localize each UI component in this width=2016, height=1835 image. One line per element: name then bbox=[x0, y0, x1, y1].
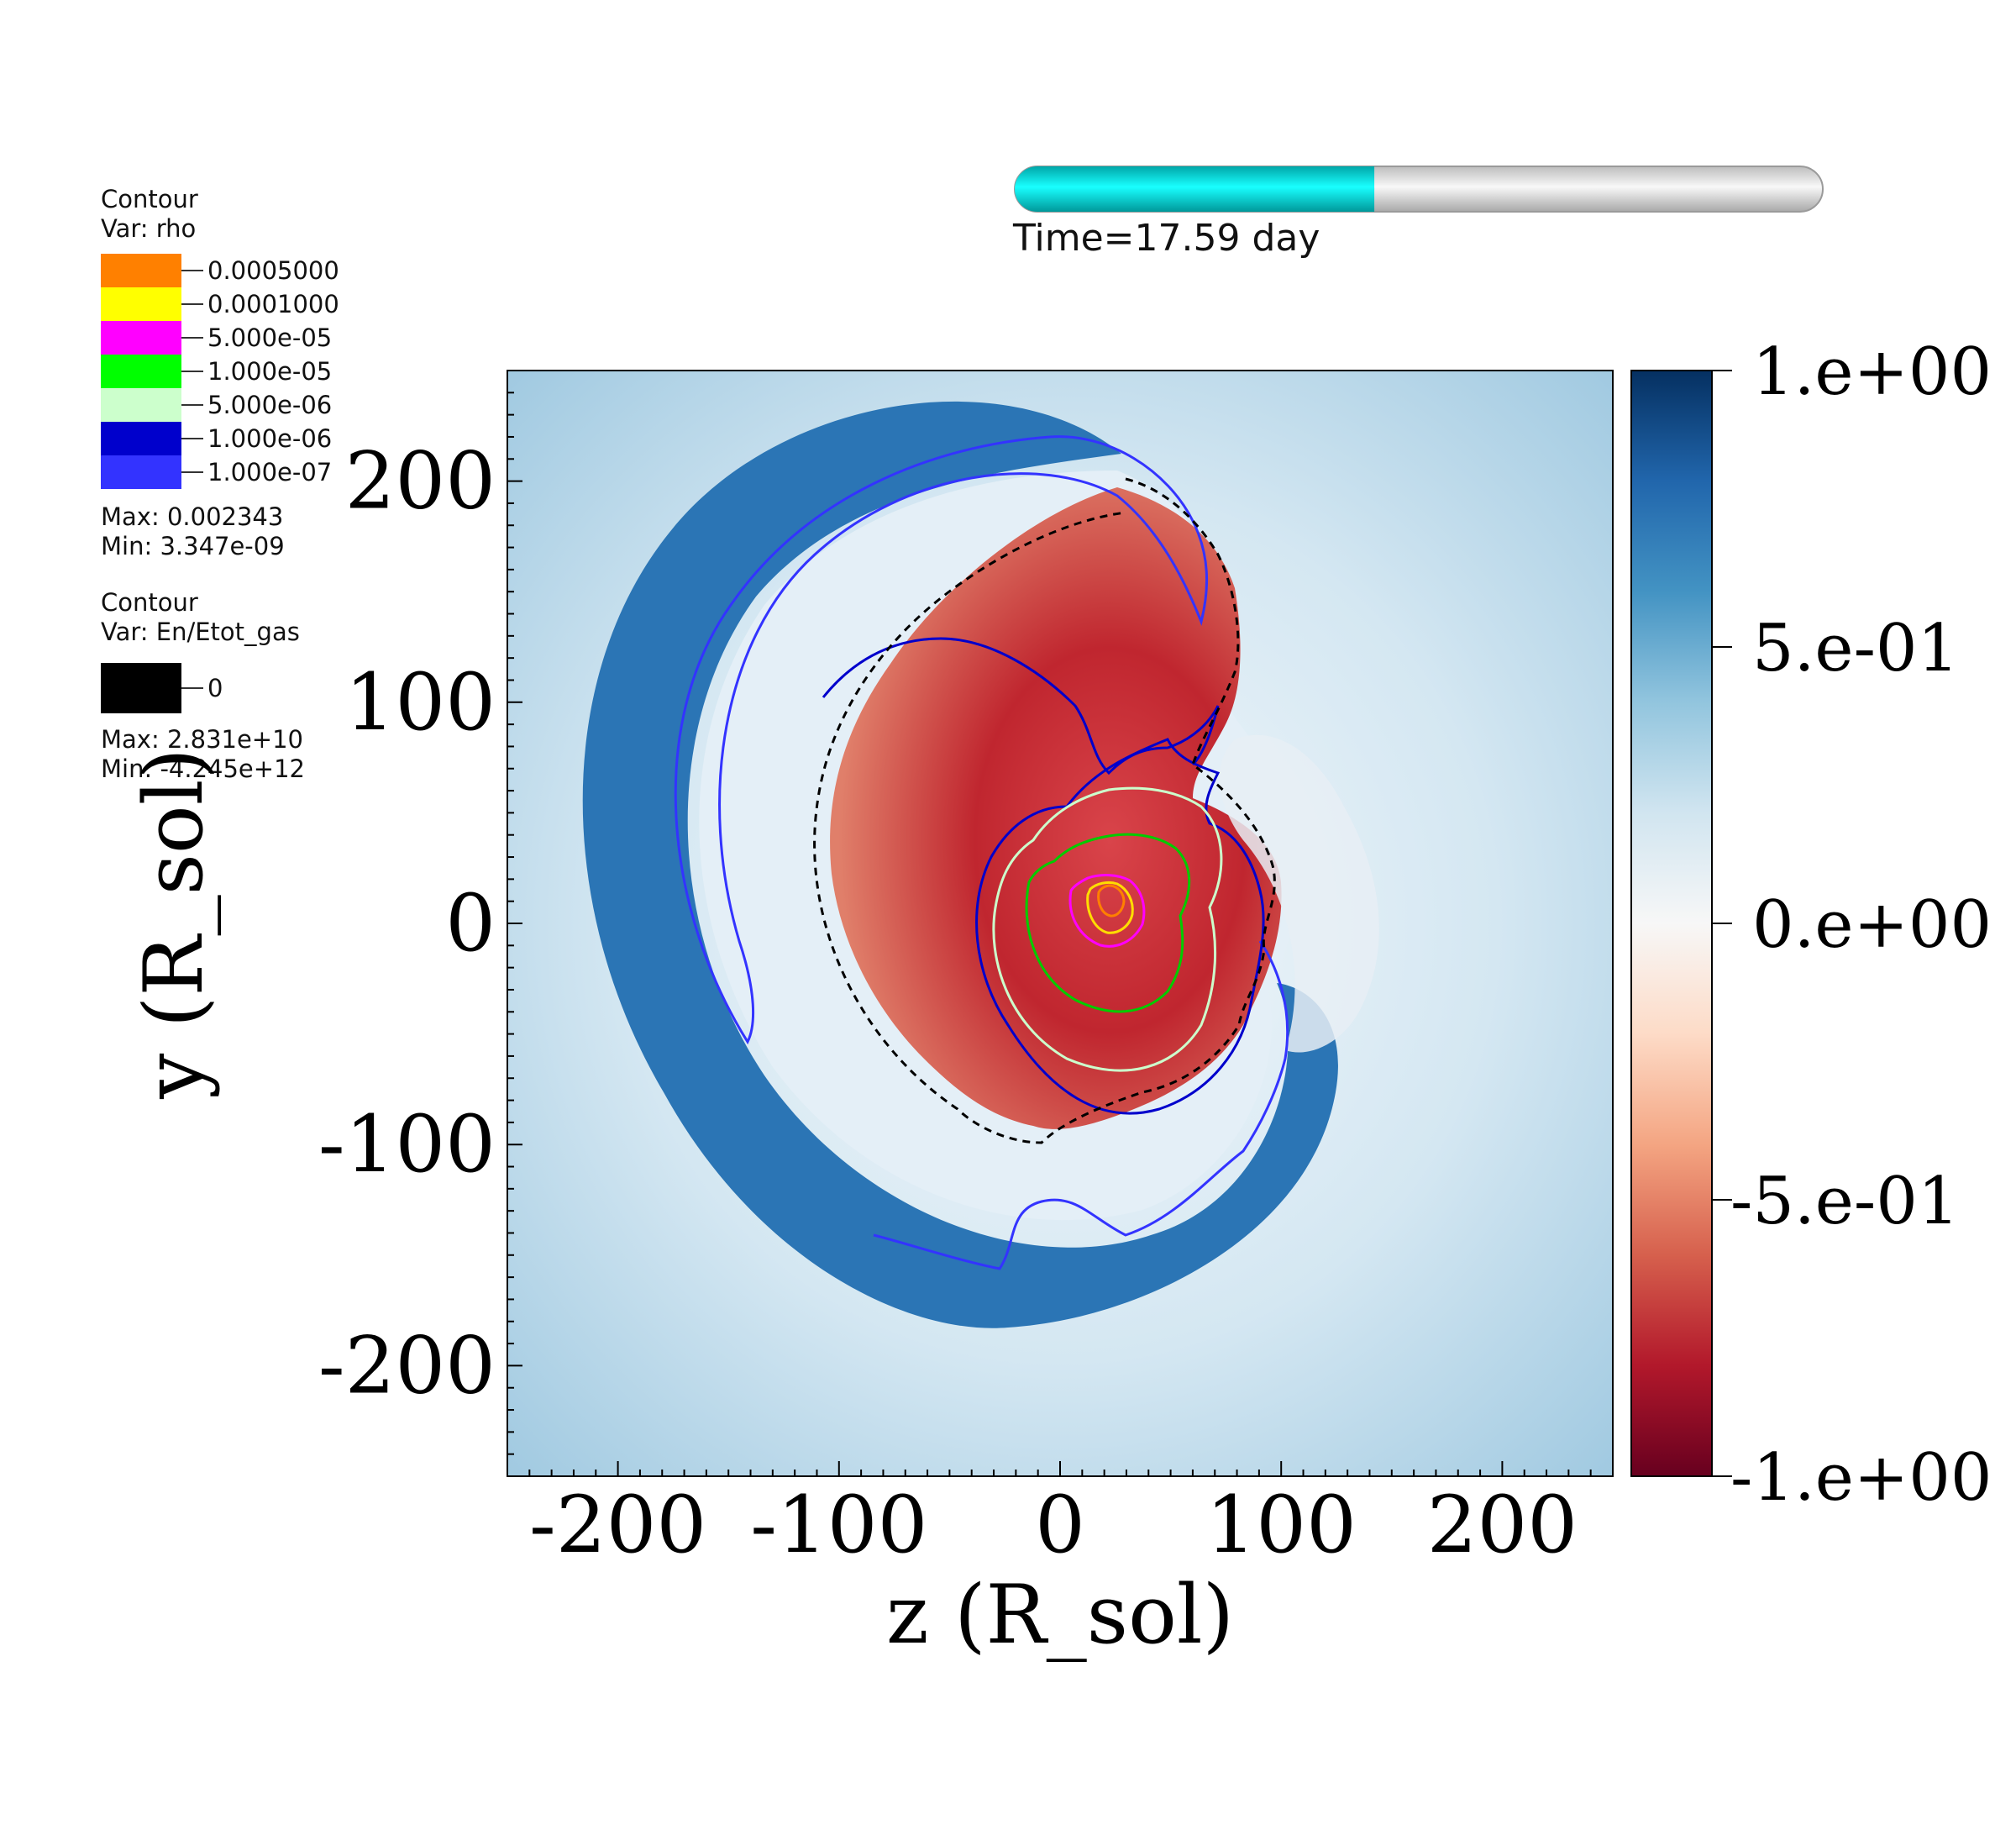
colorbar: 1.e+00 5.e-01 0.e+00 -5.e-01 -1.e+00 bbox=[1630, 334, 1992, 1516]
colorbar-tick-label: 0.e+00 bbox=[1752, 887, 1992, 963]
contour-rho-5e-04 bbox=[1097, 884, 1126, 918]
contour-rho-1e-04 bbox=[1086, 881, 1134, 934]
y-tick-label: -100 bbox=[318, 1099, 496, 1191]
legend-rho-level-swatch bbox=[101, 388, 181, 422]
contour-rho-1e-06 bbox=[975, 738, 1265, 1115]
time-bar-fill-edge bbox=[1037, 166, 1375, 212]
contour-rho-5e-06 bbox=[992, 786, 1223, 1072]
heatmap-plot bbox=[507, 371, 1613, 1476]
colorbar-tick-label: 1.e+00 bbox=[1752, 334, 1992, 410]
x-tick-label: 100 bbox=[1205, 1480, 1356, 1571]
legend-en-level-value: 0 bbox=[207, 674, 223, 702]
legend-rho-level-swatch bbox=[101, 287, 181, 321]
y-tick-label: 200 bbox=[345, 436, 496, 528]
legend-rho-level-value: 5.000e-06 bbox=[207, 391, 332, 419]
legend-en: Contour Var: En/Etot_gas 0 Max: 2.831e+1… bbox=[101, 588, 305, 783]
legend-en-max: Max: 2.831e+10 bbox=[101, 725, 303, 754]
axis-ticks bbox=[507, 370, 1614, 1477]
legend-rho-level-value: 1.000e-05 bbox=[207, 357, 332, 386]
legend-rho-min: Min: 3.347e-09 bbox=[101, 532, 285, 560]
contour-rho-1e-07-arc bbox=[873, 940, 1289, 1270]
contour-rho-5e-05 bbox=[1068, 874, 1146, 948]
legend-rho-var: Var: rho bbox=[101, 214, 196, 243]
legend-rho: Contour Var: rho 0.0005000 0.0001000 5.000… bbox=[101, 185, 339, 560]
legend-rho-level-swatch bbox=[101, 355, 181, 388]
y-tick-label: 0 bbox=[445, 878, 496, 970]
legend-rho-max: Max: 0.002343 bbox=[101, 502, 283, 531]
legend-rho-level-value: 5.000e-05 bbox=[207, 323, 332, 352]
cavity-right bbox=[1219, 734, 1379, 1053]
axis-tick-labels: -200 -100 0 100 200 200 100 0 -100 -200 bbox=[318, 436, 1578, 1571]
legend-rho-level-swatch bbox=[101, 455, 181, 489]
legend-rho-title: Contour bbox=[101, 185, 198, 213]
contour-rho-1e-07-outer bbox=[674, 435, 1209, 1045]
legend-rho-level-value: 1.000e-07 bbox=[207, 458, 332, 486]
legend-rho-level-value: 0.0001000 bbox=[207, 290, 339, 318]
contour-rho-1e-06-upper bbox=[822, 637, 1220, 776]
time-progress-bar bbox=[1014, 166, 1824, 213]
x-tick-label: 200 bbox=[1427, 1480, 1578, 1571]
y-tick-label: 100 bbox=[345, 657, 496, 749]
legend-rho-level-swatch bbox=[101, 321, 181, 355]
x-tick-label: -200 bbox=[529, 1480, 706, 1571]
legend-rho-level-swatch bbox=[101, 254, 181, 287]
y-tick-label: -200 bbox=[318, 1320, 496, 1412]
x-axis-title: z (R_sol) bbox=[886, 1568, 1234, 1662]
contour-rho-1e-05 bbox=[1025, 833, 1191, 1013]
legend-en-min: Min: -4.245e+12 bbox=[101, 755, 305, 783]
legend-en-var: Var: En/Etot_gas bbox=[101, 618, 300, 646]
legend-en-title: Contour bbox=[101, 588, 198, 617]
legend-rho-level-swatch bbox=[101, 422, 181, 455]
colorbar-gradient bbox=[1630, 370, 1713, 1477]
colorbar-tick-label: -1.e+00 bbox=[1730, 1440, 1992, 1516]
colorbar-tick-label: -5.e-01 bbox=[1730, 1164, 1960, 1239]
contour-en-zero bbox=[813, 477, 1276, 1144]
legend-en-level-swatch bbox=[101, 663, 181, 713]
time-label: Time=17.59 day bbox=[1012, 217, 1320, 260]
y-axis-title: y (R_sol) bbox=[127, 748, 221, 1100]
legend-rho-level-value: 1.000e-06 bbox=[207, 424, 332, 453]
outer-spiral-shell bbox=[582, 401, 1338, 1328]
x-tick-label: -100 bbox=[750, 1480, 927, 1571]
colorbar-tick-label: 5.e-01 bbox=[1752, 611, 1959, 686]
x-tick-label: 0 bbox=[1035, 1480, 1085, 1571]
legend-rho-level-value: 0.0005000 bbox=[207, 256, 339, 285]
